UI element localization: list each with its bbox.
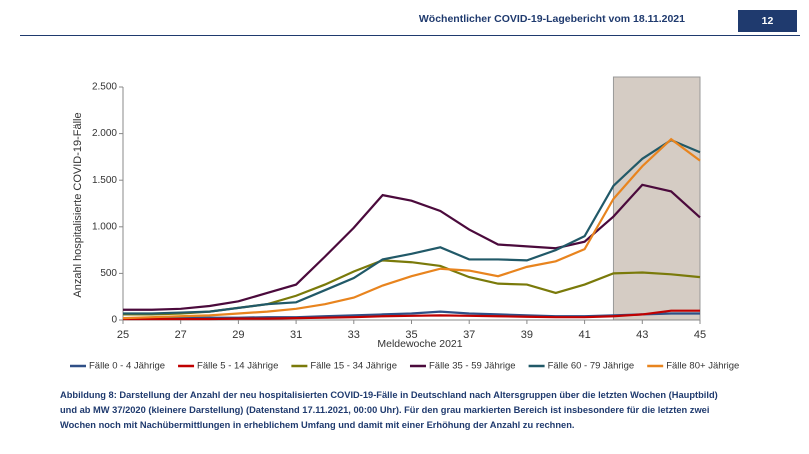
- legend-label: Fälle 35 - 59 Jährige: [429, 361, 516, 372]
- x-tick-label: 33: [348, 329, 360, 341]
- series-line: [122, 137, 701, 320]
- y-tick-label: 500: [100, 268, 117, 279]
- y-tick-label: 1.000: [92, 221, 117, 232]
- series-line: [123, 138, 701, 315]
- x-axis-title: Meldewoche 2021: [377, 338, 462, 350]
- x-tick-label: 25: [117, 329, 129, 341]
- legend-label: Fälle 80+ Jährige: [666, 361, 739, 372]
- y-tick-label: 1.500: [92, 175, 117, 186]
- caption: Abbildung 8: Darstellung der Anzahl der …: [60, 390, 718, 430]
- x-tick-label: 39: [521, 329, 533, 341]
- series-line: [123, 309, 700, 321]
- shaded-region: [612, 76, 701, 321]
- x-tick-label: 37: [463, 329, 475, 341]
- legend-label: Fälle 5 - 14 Jährige: [197, 361, 278, 372]
- legend-label: Fälle 60 - 79 Jährige: [548, 361, 635, 372]
- x-tick-label: 43: [636, 329, 648, 341]
- y-axis-title: Anzahl hospitalisierte COVID-19-Fälle: [72, 112, 84, 297]
- legend-label: Fälle 0 - 4 Jährige: [89, 361, 165, 372]
- y-tick-label: 0: [111, 315, 117, 326]
- x-tick-label: 27: [175, 329, 187, 341]
- page-number: 12: [738, 10, 797, 32]
- x-tick-label: 29: [232, 329, 244, 341]
- chart: Anzahl hospitalisierte COVID-19-Fälle Me…: [70, 76, 739, 372]
- x-tick-label: 35: [405, 329, 417, 341]
- header-title: Wöchentlicher COVID-19-Lagebericht vom 1…: [418, 13, 685, 25]
- y-tick-label: 2.000: [92, 128, 117, 139]
- header-rule: [20, 35, 800, 36]
- series-line: [123, 183, 701, 311]
- legend-label: Fälle 15 - 34 Jährige: [310, 361, 397, 372]
- x-tick-label: 45: [694, 329, 706, 341]
- x-tick-label: 31: [290, 329, 302, 341]
- x-tick-label: 41: [578, 329, 590, 341]
- y-tick-label: 2.500: [92, 82, 117, 93]
